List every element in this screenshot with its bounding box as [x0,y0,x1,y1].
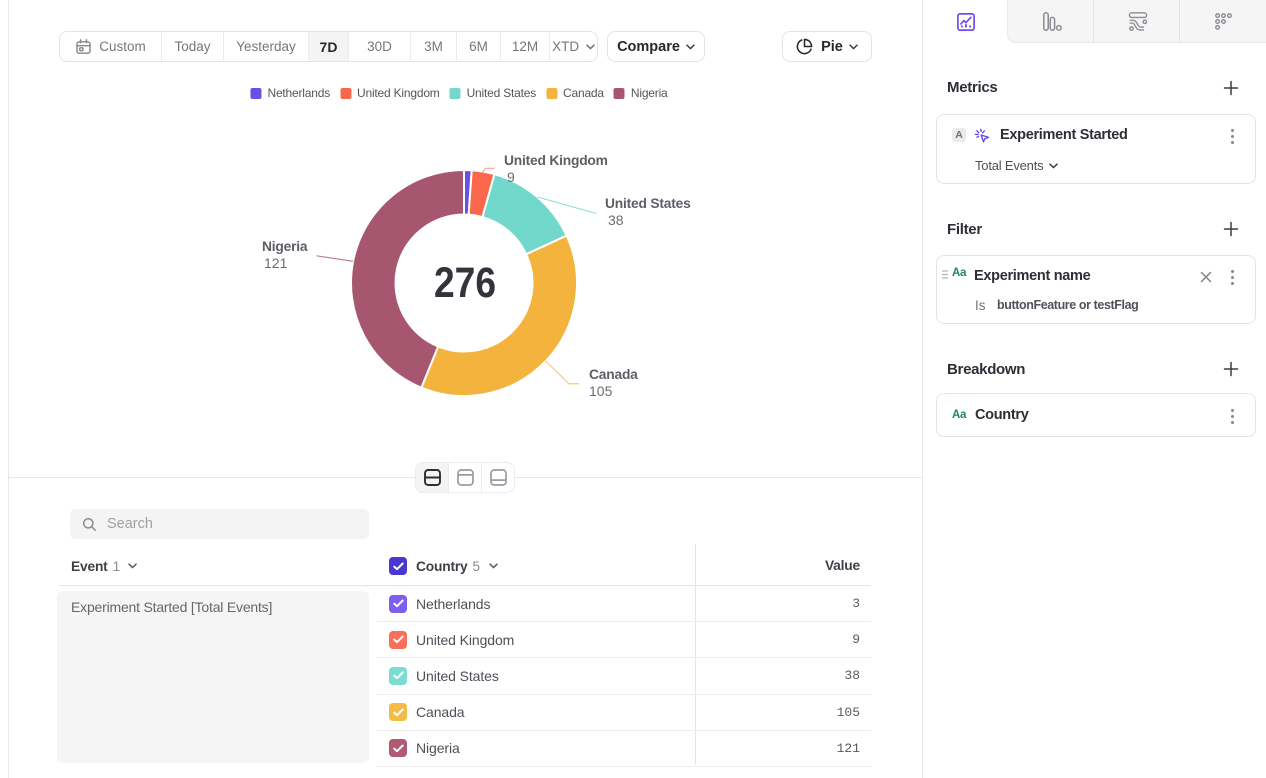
svg-text:9: 9 [507,169,515,185]
svg-text:Canada: Canada [589,367,638,382]
svg-text:United States: United States [605,196,691,211]
svg-text:Nigeria: Nigeria [262,239,308,254]
svg-text:United Kingdom: United Kingdom [504,153,608,168]
svg-text:121: 121 [264,255,288,271]
svg-text:105: 105 [589,383,613,399]
svg-text:276: 276 [434,259,496,307]
svg-text:38: 38 [608,212,624,228]
